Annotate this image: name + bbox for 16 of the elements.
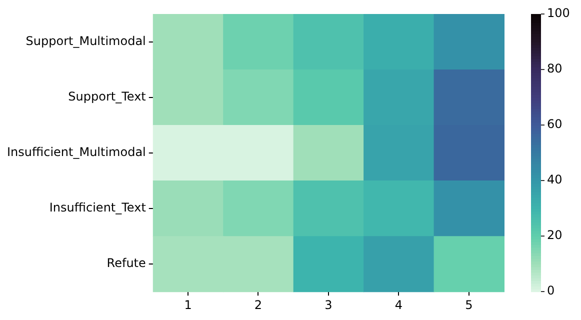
x-tick-label: 3 [324, 298, 332, 312]
x-tick-label: 2 [254, 298, 262, 312]
y-tick-label: Refute [106, 256, 146, 270]
color-bar-label: 80 [547, 62, 562, 76]
y-tick-label: Support_Text [68, 89, 146, 104]
color-bar-label: 40 [547, 172, 562, 187]
color-bar-label: 20 [547, 228, 562, 242]
x-tick-label: 4 [394, 298, 402, 312]
color-bar-label: 60 [547, 117, 562, 132]
x-tick-label: 5 [465, 298, 473, 312]
x-tick-label: 1 [184, 298, 192, 312]
y-tick-label: Insufficient_Text [49, 200, 146, 214]
y-tick-label: Support_Multimodal [26, 34, 146, 48]
color-bar-label: 0 [547, 284, 555, 298]
color-bar-label: 100 [547, 6, 570, 20]
y-tick-label: Insufficient_Multimodal [6, 144, 146, 159]
